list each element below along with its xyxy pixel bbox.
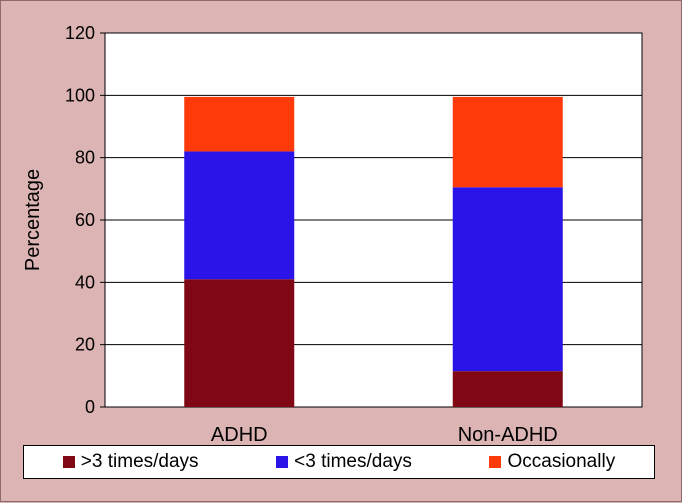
legend-item-lt3: <3 times/days: [276, 451, 412, 473]
x-category-label: Non-ADHD: [458, 424, 558, 446]
y-tick-label: 100: [65, 85, 95, 105]
y-tick-label: 20: [75, 335, 95, 355]
bar-non-adhd-series-2: [452, 96, 563, 188]
y-tick-label: 120: [65, 23, 95, 43]
y-axis-label: Percentage: [22, 169, 44, 271]
x-category-label: ADHD: [211, 424, 268, 446]
legend-item-occasionally: Occasionally: [489, 451, 615, 473]
legend-swatch-occasionally: [489, 456, 502, 468]
bar-non-adhd-series-0: [452, 371, 563, 407]
y-tick-label: 60: [75, 210, 95, 230]
bar-adhd-series-1: [184, 151, 295, 280]
bar-non-adhd-series-1: [452, 187, 563, 372]
y-tick-label: 80: [75, 148, 95, 168]
legend-label-gt3: >3 times/days: [80, 451, 199, 472]
legend-swatch-gt3: [62, 456, 75, 468]
legend: >3 times/days <3 times/days Occasionally: [23, 445, 655, 479]
legend-swatch-lt3: [276, 456, 289, 468]
y-tick-label: 0: [85, 397, 95, 417]
y-tick-label: 40: [75, 272, 95, 292]
legend-label-occasionally: Occasionally: [507, 451, 616, 472]
legend-label-lt3: <3 times/days: [294, 451, 412, 472]
legend-item-gt3: >3 times/days: [62, 451, 199, 473]
bar-adhd-series-2: [184, 96, 295, 152]
bar-adhd-series-0: [184, 279, 295, 407]
